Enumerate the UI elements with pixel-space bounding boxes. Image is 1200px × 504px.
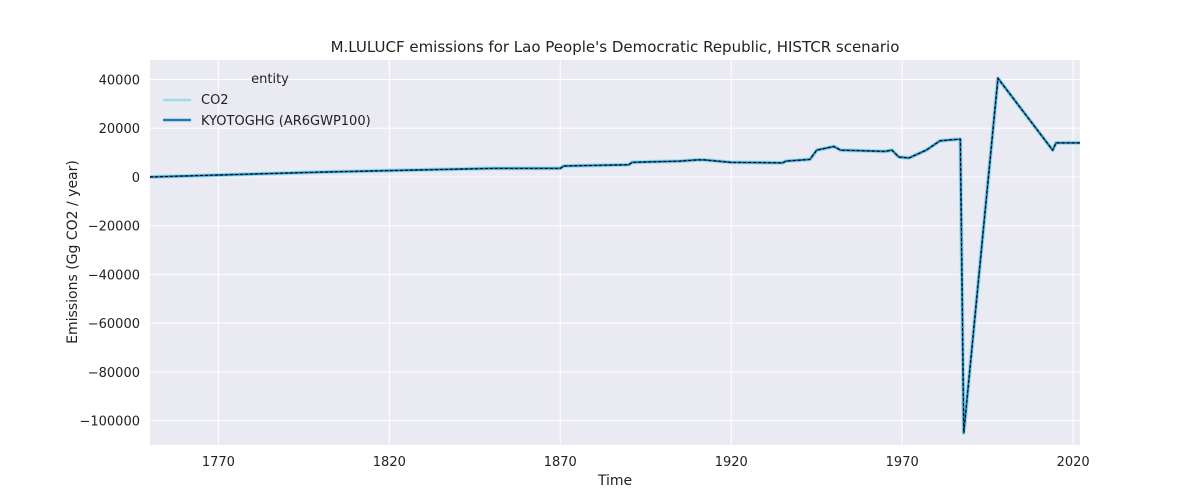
legend-label-co2: CO2: [201, 93, 229, 108]
x-tick-label: 1920: [715, 455, 748, 470]
y-tick-label: −40000: [88, 268, 140, 283]
x-tick-label: 1820: [373, 455, 406, 470]
series-lines: [149, 76, 1080, 435]
plot-area: [150, 60, 1080, 445]
y-tick-label: −100000: [79, 415, 140, 430]
y-axis-label: Emissions (Gg CO2 / year): [65, 160, 81, 344]
legend-title: entity: [251, 72, 289, 87]
chart-title: M.LULUCF emissions for Lao People's Demo…: [331, 38, 900, 56]
legend-label-kyotoghg: KYOTOGHG (AR6GWP100): [201, 114, 371, 129]
x-tick-labels: 1770 1820 1870 1920 1970 2020: [202, 455, 1090, 470]
grid-lines: [150, 60, 1080, 445]
series-overlay-dashed: [149, 76, 1080, 433]
y-tick-labels: −100000 −80000 −60000 −40000 −20000 0 20000 400…: [79, 73, 140, 429]
x-tick-label: 1770: [202, 455, 235, 470]
y-tick-label: 0: [132, 171, 140, 186]
x-tick-label: 1870: [544, 455, 577, 470]
x-tick-label: 1970: [886, 455, 919, 470]
x-axis-label: Time: [597, 473, 632, 489]
x-tick-label: 2020: [1057, 455, 1090, 470]
y-tick-label: −60000: [88, 317, 140, 332]
y-tick-label: 20000: [99, 122, 140, 137]
y-tick-label: −20000: [88, 220, 140, 235]
y-tick-label: 40000: [99, 73, 140, 88]
legend: entity CO2 KYOTOGHG (AR6GWP100): [163, 72, 371, 129]
y-tick-label: −80000: [88, 366, 140, 381]
